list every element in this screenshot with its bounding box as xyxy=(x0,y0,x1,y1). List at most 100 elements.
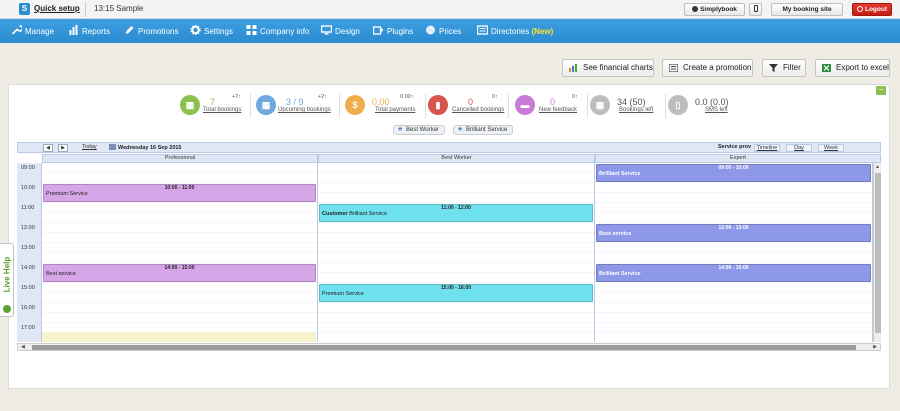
calendar-picker-icon xyxy=(109,144,116,150)
divider xyxy=(250,94,251,118)
company-name: 13:15 Sample xyxy=(94,4,144,13)
directory-icon xyxy=(477,25,488,35)
booking-event[interactable]: 15:00 - 16:00 Premium Service xyxy=(319,284,593,302)
see-financial-charts-button[interactable]: See financial charts xyxy=(562,59,654,77)
nav-label: Directories xyxy=(491,27,530,36)
stat-value: 34 (50) xyxy=(617,97,646,107)
scroll-thumb[interactable] xyxy=(32,345,856,350)
live-help-label: Live Help xyxy=(2,256,12,293)
event-name: Customer Brilliant Service xyxy=(322,211,387,217)
mobile-button[interactable] xyxy=(749,3,762,16)
prev-day-button[interactable]: ◀ xyxy=(43,144,53,152)
time-label: 15:00 xyxy=(21,285,35,291)
stat-value: 0 xyxy=(468,97,474,107)
today-link[interactable]: Today xyxy=(82,144,97,150)
booking-event[interactable]: 10:00 - 11:00 Premium Service xyxy=(43,184,316,202)
nav-item-manage[interactable]: Manage xyxy=(11,25,54,37)
nav-label: Design xyxy=(335,27,360,36)
booking-event[interactable]: 09:00 - 10:00 Brilliant Service xyxy=(596,164,871,182)
stat-delta: 0↑ xyxy=(572,94,578,100)
main-nav: Manage Reports Promotions Settings Compa… xyxy=(0,19,900,43)
stat-label[interactable]: Bookings left xyxy=(619,107,654,113)
scroll-thumb[interactable] xyxy=(875,173,881,333)
stat-label[interactable]: Total bookings xyxy=(203,107,242,113)
chat-bubble-icon xyxy=(3,305,11,313)
create-promotion-label: Create a promotion xyxy=(683,63,752,72)
stat-delta: +2↑ xyxy=(318,94,328,100)
nav-item-settings[interactable]: Settings xyxy=(190,25,233,37)
dashboard-panel: − ▦ 7 +7↑ Total bookings ▦ 3 / 9 +2↑ Upc… xyxy=(8,84,890,389)
divider xyxy=(508,94,509,118)
grid-icon xyxy=(246,25,257,35)
nav-item-directories[interactable]: Directories (New) xyxy=(477,25,553,37)
export-to-excel-button[interactable]: Export to excel xyxy=(815,59,890,77)
divider xyxy=(339,94,340,118)
filter-button[interactable]: Filter xyxy=(762,59,806,77)
stat-label[interactable]: SMS left xyxy=(705,107,728,113)
calendar-date[interactable]: Wednesday 16 Sep 2015 xyxy=(109,144,182,151)
event-name: Best service xyxy=(599,231,632,237)
quick-setup-link[interactable]: Quick setup xyxy=(34,4,80,13)
filter-chip-label: Best Worker xyxy=(406,127,439,133)
time-label: 09:00 xyxy=(21,165,35,171)
nav-item-design[interactable]: Design xyxy=(321,25,360,37)
nav-label: Reports xyxy=(82,27,111,36)
time-label: 16:00 xyxy=(21,305,35,311)
column-header-professional: Professional xyxy=(42,154,318,163)
calendar-column-expert[interactable] xyxy=(595,163,873,342)
collapse-button[interactable]: − xyxy=(876,86,886,95)
nav-item-prices[interactable]: Prices xyxy=(425,25,461,37)
tab-day[interactable]: Day xyxy=(786,144,812,152)
logout-button[interactable]: Logout xyxy=(852,3,892,16)
calendar-icon: ▦ xyxy=(590,95,610,115)
event-time: 10:00 - 11:00 xyxy=(164,185,195,191)
tab-week[interactable]: Week xyxy=(818,144,844,152)
top-bar: S Quick setup 13:15 Sample Simplybook My… xyxy=(0,0,900,19)
event-name: Brilliant Service xyxy=(599,171,641,177)
filter-chip-brilliant-service[interactable]: ★ Brilliant Service xyxy=(453,125,514,135)
filter-chip-best-worker[interactable]: ★ Best Worker xyxy=(393,125,445,135)
stat-label[interactable]: Cancelled bookings xyxy=(452,107,505,113)
simplybook-button[interactable]: Simplybook xyxy=(684,3,745,16)
booking-event[interactable]: 12:00 - 13:00 Best service xyxy=(596,224,871,242)
stat-label[interactable]: Total payments xyxy=(375,107,416,113)
stat-value: 0.0 (0.0) xyxy=(695,97,729,107)
calendar-column-best-worker[interactable] xyxy=(318,163,595,342)
my-booking-site-button[interactable]: My booking site xyxy=(771,3,843,16)
scroll-up-icon[interactable]: ▲ xyxy=(875,164,880,170)
wrench-icon xyxy=(11,25,22,35)
booking-event[interactable]: 14:00 - 15:00 Brilliant Service xyxy=(596,264,871,282)
stat-label[interactable]: Upcoming bookings xyxy=(278,107,331,113)
scroll-left-icon[interactable]: ◀ xyxy=(21,344,25,350)
next-day-button[interactable]: ▶ xyxy=(58,144,68,152)
scroll-right-icon[interactable]: ▶ xyxy=(873,344,877,350)
event-name: Premium Service xyxy=(322,291,364,297)
filter-label: Filter xyxy=(783,63,801,72)
event-time: 09:00 - 10:00 xyxy=(718,165,749,171)
create-promotion-button[interactable]: Create a promotion xyxy=(662,59,753,77)
nav-item-promotions[interactable]: Promotions xyxy=(124,25,178,37)
time-axis: 09:00 10:00 11:00 12:00 13:00 14:00 15:0… xyxy=(17,163,42,342)
nav-item-plugins[interactable]: Plugins xyxy=(373,25,413,37)
nav-label: Prices xyxy=(439,27,462,36)
stat-label[interactable]: New feedback xyxy=(539,107,578,113)
event-name: Premium Service xyxy=(46,191,88,197)
tab-timeline[interactable]: Timeline xyxy=(754,144,780,152)
logo-icon: S xyxy=(19,3,30,15)
simplybook-label: Simplybook xyxy=(700,6,737,13)
puzzle-icon xyxy=(373,26,383,35)
booking-event[interactable]: 14:00 - 15:00 Best service xyxy=(43,264,316,282)
live-help-tab[interactable]: Live Help xyxy=(0,243,14,317)
export-excel-label: Export to excel xyxy=(836,63,889,72)
nav-item-reports[interactable]: Reports xyxy=(68,25,110,37)
time-label: 17:00 xyxy=(21,325,35,331)
booking-event[interactable]: 11:00 - 12:00 Customer Brilliant Service xyxy=(319,204,593,222)
event-time: 15:00 - 16:00 xyxy=(440,285,472,291)
column-header-expert: Expert xyxy=(595,154,881,163)
horizontal-scrollbar[interactable]: ◀ ▶ xyxy=(17,343,881,351)
vertical-scrollbar[interactable]: ▲ xyxy=(873,163,881,342)
event-time: 14:00 - 15:00 xyxy=(718,265,749,271)
stat-value: 7 xyxy=(210,97,216,107)
nav-item-company-info[interactable]: Company info xyxy=(246,25,309,37)
stat-total-bookings: ▦ 7 +7↑ Total bookings xyxy=(180,94,244,118)
